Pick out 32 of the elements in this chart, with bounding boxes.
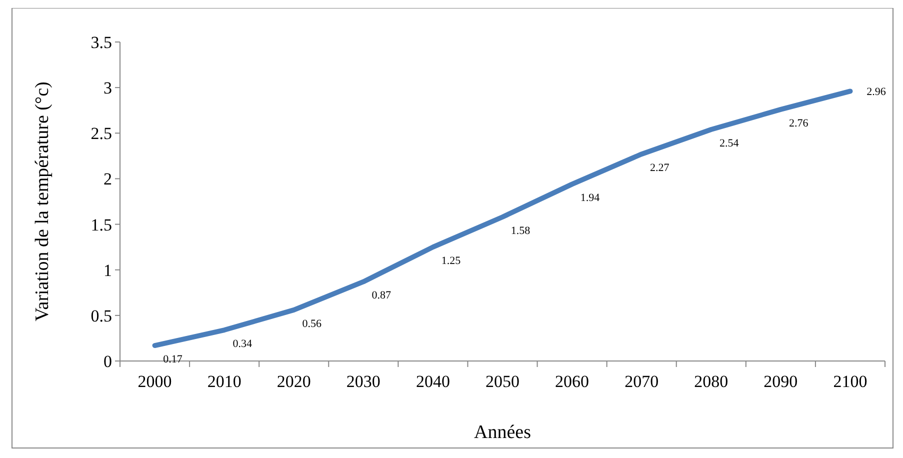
y-tick-label: 3 (104, 78, 112, 98)
x-tick-label: 2090 (764, 372, 798, 391)
y-tick-label: 0.5 (90, 306, 112, 326)
data-label: 2.76 (789, 117, 809, 130)
data-label: 2.96 (866, 86, 886, 98)
data-label: 0.87 (372, 290, 392, 302)
data-label: 2.54 (720, 137, 740, 150)
y-tick-label: 1 (104, 260, 112, 280)
data-label: 1.94 (580, 192, 600, 204)
x-tick-label: 2000 (138, 372, 172, 391)
data-label: 0.56 (302, 318, 322, 330)
y-tick-label: 2 (104, 170, 112, 189)
data-label: 0.34 (232, 338, 252, 350)
x-tick-label: 2050 (486, 372, 520, 391)
x-tick-label: 2040 (416, 372, 450, 391)
x-tick-label: 2020 (276, 372, 311, 391)
x-tick-label: 2030 (346, 372, 380, 391)
data-label: 1.58 (510, 224, 531, 237)
x-axis-title: Années (474, 422, 531, 443)
x-tick-label: 2080 (694, 372, 728, 391)
y-tick-label: 2.5 (90, 124, 112, 144)
y-axis-title: Variation de la température (°c) (32, 82, 53, 322)
data-label: 0.17 (163, 354, 183, 366)
y-tick-label: 3.5 (90, 33, 112, 52)
y-tick-label: 0 (104, 352, 112, 371)
x-tick-label: 2060 (555, 372, 590, 391)
y-tick-label: 1.5 (90, 215, 112, 234)
x-tick-label: 2010 (207, 372, 242, 391)
data-label: 1.25 (441, 255, 462, 268)
data-label: 2.27 (650, 162, 670, 174)
x-tick-label: 2100 (833, 372, 868, 391)
x-tick-label: 2070 (624, 372, 659, 391)
